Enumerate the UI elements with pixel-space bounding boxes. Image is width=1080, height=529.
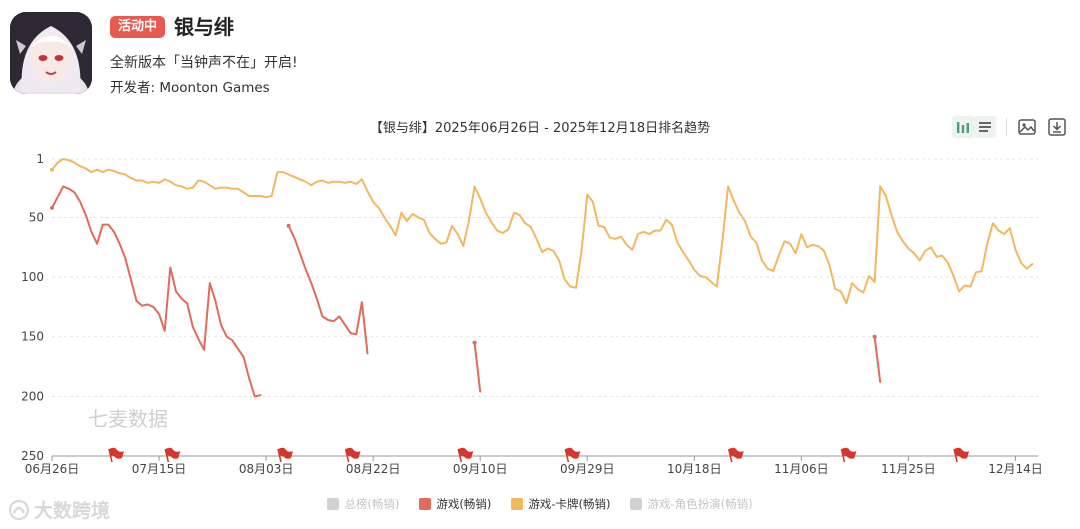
event-flag-icon[interactable]: [953, 447, 970, 463]
x-tick-label: 07月15日: [132, 462, 187, 476]
footer-logo: 大数跨境: [8, 496, 110, 523]
y-tick-label: 1: [36, 152, 44, 166]
legend-swatch: [419, 498, 432, 510]
developer-line: 开发者: Moonton Games: [110, 76, 270, 96]
x-tick-label: 12月14日: [988, 462, 1043, 476]
list-toggle[interactable]: [974, 116, 996, 138]
status-badge: 活动中: [110, 16, 166, 38]
x-tick-label: 06月26日: [25, 462, 80, 476]
y-tick-label: 250: [21, 449, 44, 463]
list-icon: [979, 122, 991, 132]
developer-name[interactable]: Moonton Games: [159, 80, 270, 96]
x-tick-label: 08月03日: [239, 462, 294, 476]
series-start-point: [50, 205, 54, 210]
series-start-point: [872, 334, 877, 339]
bar-chart-toggle[interactable]: [952, 116, 974, 138]
x-tick-label: 10月18日: [667, 462, 722, 476]
legend-swatch: [511, 498, 524, 510]
legend-label: 游戏-角色扮演(畅销): [647, 497, 753, 511]
legend-item-1[interactable]: 游戏(畅销): [419, 496, 491, 512]
legend-label: 总榜(畅销): [344, 497, 400, 511]
legend-label: 游戏-卡牌(畅销): [528, 497, 611, 511]
brand-logo-icon: [8, 499, 30, 520]
download-button[interactable]: [1046, 116, 1068, 138]
event-flag-icon[interactable]: [840, 447, 857, 463]
legend-label: 游戏(畅销): [436, 497, 492, 511]
developer-label: 开发者:: [110, 80, 156, 96]
event-flag-icon[interactable]: [457, 447, 474, 463]
footer-logo-text: 大数跨境: [34, 500, 111, 522]
series-line-1[interactable]: [873, 335, 882, 383]
x-tick-label: 11月06日: [774, 462, 829, 476]
chart-legend: 总榜(畅销) 游戏(畅销) 游戏-卡牌(畅销) 游戏-角色扮演(畅销): [0, 496, 1080, 512]
x-tick-label: 09月29日: [560, 462, 615, 476]
legend-item-3[interactable]: 游戏-角色扮演(畅销): [630, 496, 753, 512]
series-line-1[interactable]: [287, 224, 369, 355]
watermark: 七麦数据: [88, 407, 168, 431]
event-flag-icon[interactable]: [564, 447, 581, 463]
event-flag-icon[interactable]: [277, 447, 294, 463]
image-icon: [1018, 119, 1036, 135]
event-flag-icon[interactable]: [164, 447, 181, 463]
series-start-point: [286, 223, 291, 228]
x-tick-label: 11月25日: [881, 462, 936, 476]
y-tick-label: 100: [21, 270, 44, 284]
series-start-point: [472, 340, 477, 345]
y-tick-label: 150: [21, 330, 44, 344]
bar-chart-icon: [957, 122, 969, 133]
chart-title: 【银与绯】2025年06月26日 - 2025年12月18日排名趋势: [369, 121, 711, 136]
save-image-button[interactable]: [1016, 116, 1038, 138]
app-slogan: 全新版本「当钟声不在」开启!: [110, 55, 298, 71]
app-icon: [10, 12, 92, 94]
event-flag-icon[interactable]: [727, 447, 744, 463]
x-tick-label: 09月10日: [453, 462, 508, 476]
toolbar-divider: [1006, 118, 1007, 136]
series-line-1[interactable]: [473, 341, 482, 393]
app-title: 银与绯: [174, 15, 234, 39]
legend-item-0[interactable]: 总榜(畅销): [327, 496, 399, 512]
download-icon: [1048, 118, 1066, 136]
legend-swatch: [327, 498, 340, 510]
legend-swatch: [630, 498, 643, 510]
event-flag-icon[interactable]: [344, 447, 361, 463]
event-flag-icon[interactable]: [108, 447, 124, 463]
x-tick-label: 08月22日: [346, 462, 401, 476]
series-start-point: [50, 167, 54, 172]
legend-item-2[interactable]: 游戏-卡牌(畅销): [511, 496, 610, 512]
y-tick-label: 200: [21, 389, 44, 403]
series-line-1[interactable]: [51, 185, 262, 398]
series-line-2[interactable]: [51, 158, 1034, 305]
y-tick-label: 50: [29, 210, 44, 224]
